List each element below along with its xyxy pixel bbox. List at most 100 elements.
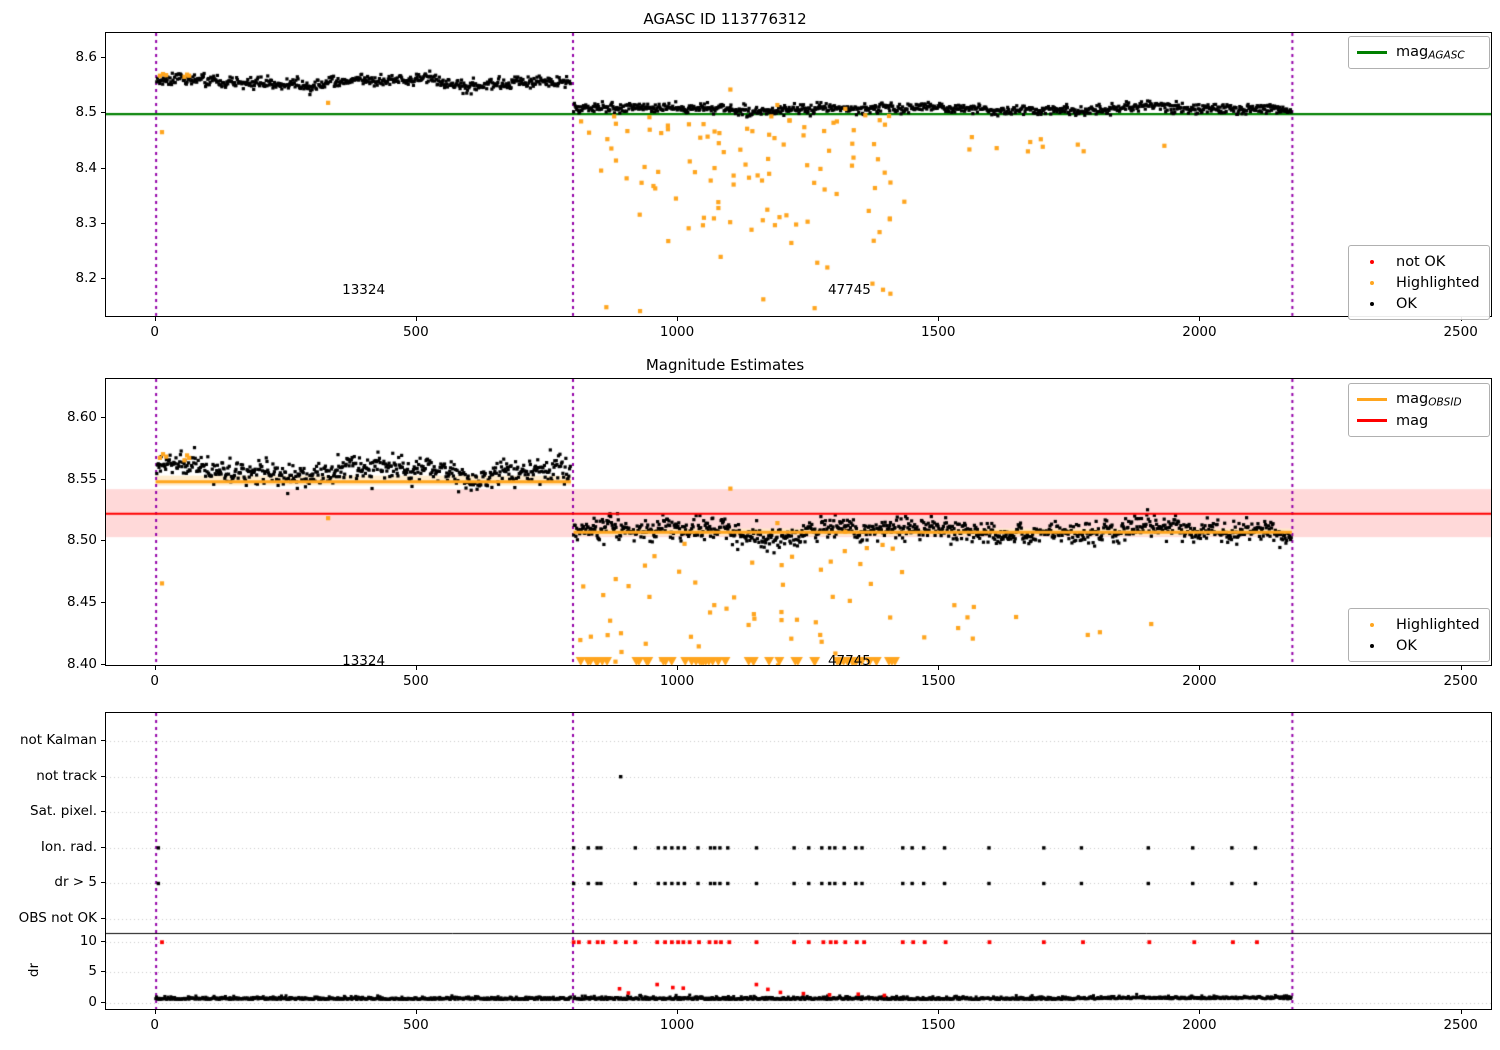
y-tick-mark [101, 56, 105, 58]
x-tick-mark [677, 1010, 679, 1014]
legend-entry-mag: mag [1357, 410, 1481, 431]
x-tick-mark [415, 666, 417, 670]
y-tick-mark [101, 222, 105, 224]
highlighted-dot-swatch [1357, 622, 1387, 627]
dr-tick-label: 5 [88, 963, 97, 980]
legend-entry-not-ok: not OK [1357, 251, 1481, 272]
x-tick-mark [1199, 317, 1201, 321]
x-tick-label: 500 [402, 1017, 429, 1033]
x-tick-label: 2000 [1182, 324, 1217, 340]
x-tick-label: 2000 [1182, 1017, 1217, 1033]
x-tick-label: 1500 [921, 324, 956, 340]
x-tick-label: 0 [150, 324, 159, 340]
legend-entry-ok-2: OK [1357, 635, 1481, 656]
legend-label: mag [1396, 412, 1429, 429]
obsid-label-47745: 47745 [827, 282, 871, 299]
highlighted-dot-swatch [1357, 280, 1387, 285]
x-tick-label: 500 [402, 673, 429, 689]
points-legend-2: Highlighted OK [1348, 608, 1490, 662]
y-tick-label: 8.2 [75, 270, 97, 287]
y-tick-label: 8.55 [66, 470, 97, 487]
flag-row-label-ion-rad: Ion. rad. [40, 838, 97, 855]
x-tick-mark [677, 317, 679, 321]
x-tick-label: 1000 [659, 324, 695, 340]
x-tick-label: 0 [150, 673, 159, 689]
x-tick-mark [415, 317, 417, 321]
y-tick-mark [101, 540, 105, 542]
legend-entry-mag-agasc: magAGASC [1357, 42, 1481, 63]
flag-tick-mark [101, 918, 105, 919]
obsid-label-13324: 13324 [342, 653, 386, 670]
legend-label: magOBSID [1396, 390, 1462, 409]
y-tick-mark [101, 663, 105, 665]
x-tick-label: 1500 [921, 1017, 956, 1033]
x-tick-mark [1199, 666, 1201, 670]
y-tick-mark [101, 417, 105, 419]
y-tick-mark [101, 278, 105, 280]
legend-label: magAGASC [1396, 43, 1465, 62]
flag-row-label-sat-pixel: Sat. pixel. [30, 803, 97, 820]
x-tick-label: 2000 [1182, 673, 1217, 689]
x-tick-mark [677, 666, 679, 670]
dr-tick-label: 0 [88, 993, 97, 1010]
agasc-magnitude-panel: AGASC ID 113776312 0 500 1000 1500 2000 2500 8… [0, 0, 1500, 345]
legend-entry-mag-obsid: magOBSID [1357, 389, 1481, 410]
flags-axes [105, 712, 1492, 1010]
x-tick-label: 2500 [1443, 1017, 1478, 1033]
y-tick-label: 8.40 [66, 655, 97, 672]
panel1-axes [105, 32, 1492, 317]
x-tick-mark [938, 1010, 940, 1014]
flag-row-label-obs-not-ok: OBS not OK [18, 910, 97, 926]
not-ok-dot-swatch [1357, 259, 1387, 264]
x-tick-mark [154, 1010, 156, 1014]
panel2-title: Magnitude Estimates [645, 356, 805, 374]
flag-tick-mark [101, 811, 105, 813]
points-legend: not OK Highlighted OK [1348, 245, 1490, 320]
y-tick-mark [101, 112, 105, 114]
x-tick-mark [1199, 1010, 1201, 1014]
x-tick-mark [938, 666, 940, 670]
x-tick-mark [1460, 666, 1462, 670]
y-tick-mark [101, 167, 105, 169]
y-tick-mark [101, 478, 105, 480]
y-tick-label: 8.3 [75, 214, 97, 231]
obsid-label-13324: 13324 [342, 282, 386, 299]
x-tick-label: 0 [150, 1017, 159, 1033]
legend-label: not OK [1396, 253, 1446, 270]
x-tick-label: 1000 [659, 673, 695, 689]
legend-label: OK [1396, 637, 1417, 654]
mag-agasc-legend: magAGASC [1348, 36, 1490, 69]
legend-label: Highlighted [1396, 274, 1480, 291]
legend-entry-highlighted-2: Highlighted [1357, 614, 1481, 635]
mag-agasc-line-swatch [1357, 51, 1387, 54]
x-tick-label: 500 [402, 324, 429, 340]
dr-tick-mark [101, 971, 105, 973]
dr-tick-mark [101, 941, 105, 943]
legend-label: Highlighted [1396, 616, 1480, 633]
flag-tick-mark [101, 882, 105, 884]
obsid-label-47745: 47745 [827, 653, 871, 670]
flags-panel: 0 500 1000 1500 2000 2500 not Kalman not track S… [0, 700, 1500, 1050]
mag-lines-legend: magOBSID mag [1348, 383, 1490, 437]
flag-row-label-dr-5: dr > 5 [54, 874, 97, 891]
y-tick-label: 8.50 [66, 532, 97, 549]
y-tick-label: 8.6 [75, 48, 97, 65]
dr-tick-label: 10 [79, 933, 97, 950]
x-tick-label: 2500 [1443, 324, 1478, 340]
panel2-axes [105, 378, 1492, 666]
y-tick-mark [101, 602, 105, 603]
flag-row-label-not-kalman: not Kalman [19, 732, 97, 748]
legend-entry-highlighted: Highlighted [1357, 272, 1481, 293]
x-tick-mark [154, 317, 156, 321]
y-tick-label: 8.4 [75, 159, 97, 176]
magnitude-estimates-panel: Magnitude Estimates 0 500 1000 1500 2000 2500… [0, 348, 1500, 693]
x-tick-mark [415, 1010, 417, 1014]
x-tick-mark [1460, 1010, 1462, 1014]
y-tick-label: 8.5 [75, 104, 97, 121]
ok-dot-swatch [1357, 643, 1387, 648]
x-tick-label: 1500 [921, 673, 956, 689]
legend-entry-ok: OK [1357, 293, 1481, 314]
y-tick-label: 8.60 [66, 409, 97, 426]
dr-tick-mark [101, 1001, 105, 1003]
